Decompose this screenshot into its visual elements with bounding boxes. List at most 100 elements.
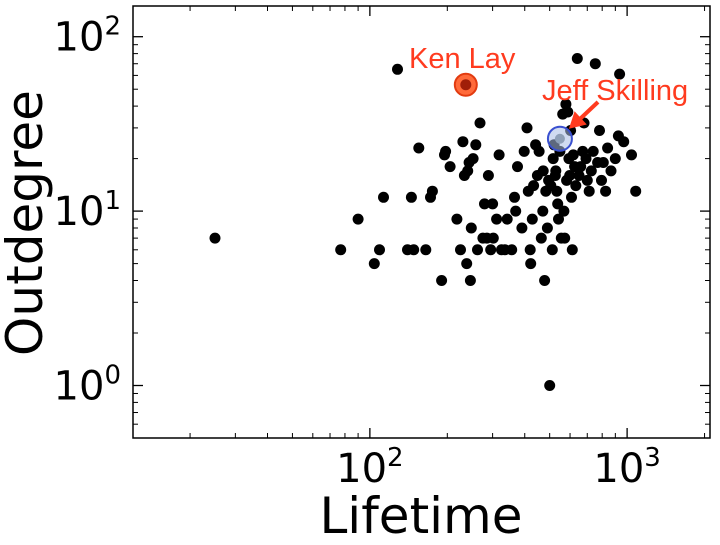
y-tick-label: 101 [54,186,121,235]
data-point [420,244,432,256]
data-point [501,213,513,225]
jeff-skilling-arrowhead [568,111,587,129]
y-axis-label: Outdegree [0,90,54,356]
data-point [525,258,537,270]
data-point [467,153,479,165]
jeff-skilling-point [554,133,565,144]
data-point [573,170,585,181]
data-point [209,232,221,244]
jeff-skilling-label: Jeff Skilling [542,75,688,107]
data-point [408,244,420,256]
data-point [462,165,474,177]
data-point [614,68,626,80]
plot-frame [132,5,711,439]
data-point [537,205,549,217]
y-tick-labels: 100 101 102 [54,12,121,410]
data-point [457,136,469,148]
data-point [509,191,520,203]
minor-ticks [133,6,710,438]
highlight-annotations: Ken Lay Jeff Skilling [409,43,688,152]
data-point [567,149,579,161]
data-point [546,244,558,256]
data-point [544,380,556,391]
x-tick-label: 103 [593,443,660,492]
data-point [558,205,570,217]
data-point [472,244,483,256]
data-point [602,142,614,154]
data-point [518,145,530,157]
data-point [335,244,347,256]
data-point [552,198,564,210]
data-point [482,170,494,181]
data-point [516,222,528,234]
data-points [209,53,642,391]
ken-lay-label: Ken Lay [409,43,516,75]
data-point [392,63,403,75]
x-axis-label: Lifetime [319,487,522,545]
data-point [547,153,559,165]
data-point [553,213,564,225]
data-point [600,185,612,197]
data-point [533,145,545,157]
data-point [528,180,540,192]
data-point [474,117,486,129]
data-point [485,244,497,256]
data-point [378,191,389,203]
data-point [551,185,563,197]
data-point [487,232,499,244]
data-point [493,149,505,161]
data-point [368,258,380,270]
data-point [597,157,609,168]
data-point [487,198,499,210]
data-point [455,244,466,256]
data-point [535,232,547,244]
data-point [524,244,536,256]
data-point [587,145,599,157]
data-point [594,125,605,136]
data-point [596,174,607,186]
data-point [541,222,553,234]
data-point [413,142,425,154]
data-point [618,136,630,148]
data-point [564,170,576,181]
data-point [444,161,456,173]
data-point [539,275,551,286]
data-point [580,153,592,165]
data-point [436,275,448,286]
data-point [491,213,503,225]
data-point [464,275,476,286]
data-point [479,198,490,210]
data-point [566,244,578,256]
ken-lay-point [460,79,472,91]
y-tick-label: 102 [54,12,121,61]
data-point [506,244,518,256]
data-point [451,213,463,225]
data-point [426,185,438,197]
data-point [550,165,562,177]
data-point [559,232,571,244]
data-point [562,106,574,118]
data-point [526,213,538,225]
data-point [461,258,473,270]
data-point [566,191,577,203]
data-point [605,165,617,177]
data-point [589,58,601,70]
data-point [571,53,583,64]
data-point [521,122,533,134]
data-point [570,180,582,192]
data-point [405,191,417,203]
data-point [374,244,385,256]
x-tick-labels: 102 103 [336,443,661,492]
data-point [470,139,482,151]
data-point [537,165,549,177]
major-ticks [133,6,710,438]
data-point [512,161,523,173]
data-point [510,205,522,217]
data-point [583,185,595,197]
x-tick-label: 102 [336,443,403,492]
data-point [609,153,621,165]
data-point [575,161,587,173]
data-point [581,174,593,186]
data-point [352,213,364,225]
data-point [626,149,637,161]
